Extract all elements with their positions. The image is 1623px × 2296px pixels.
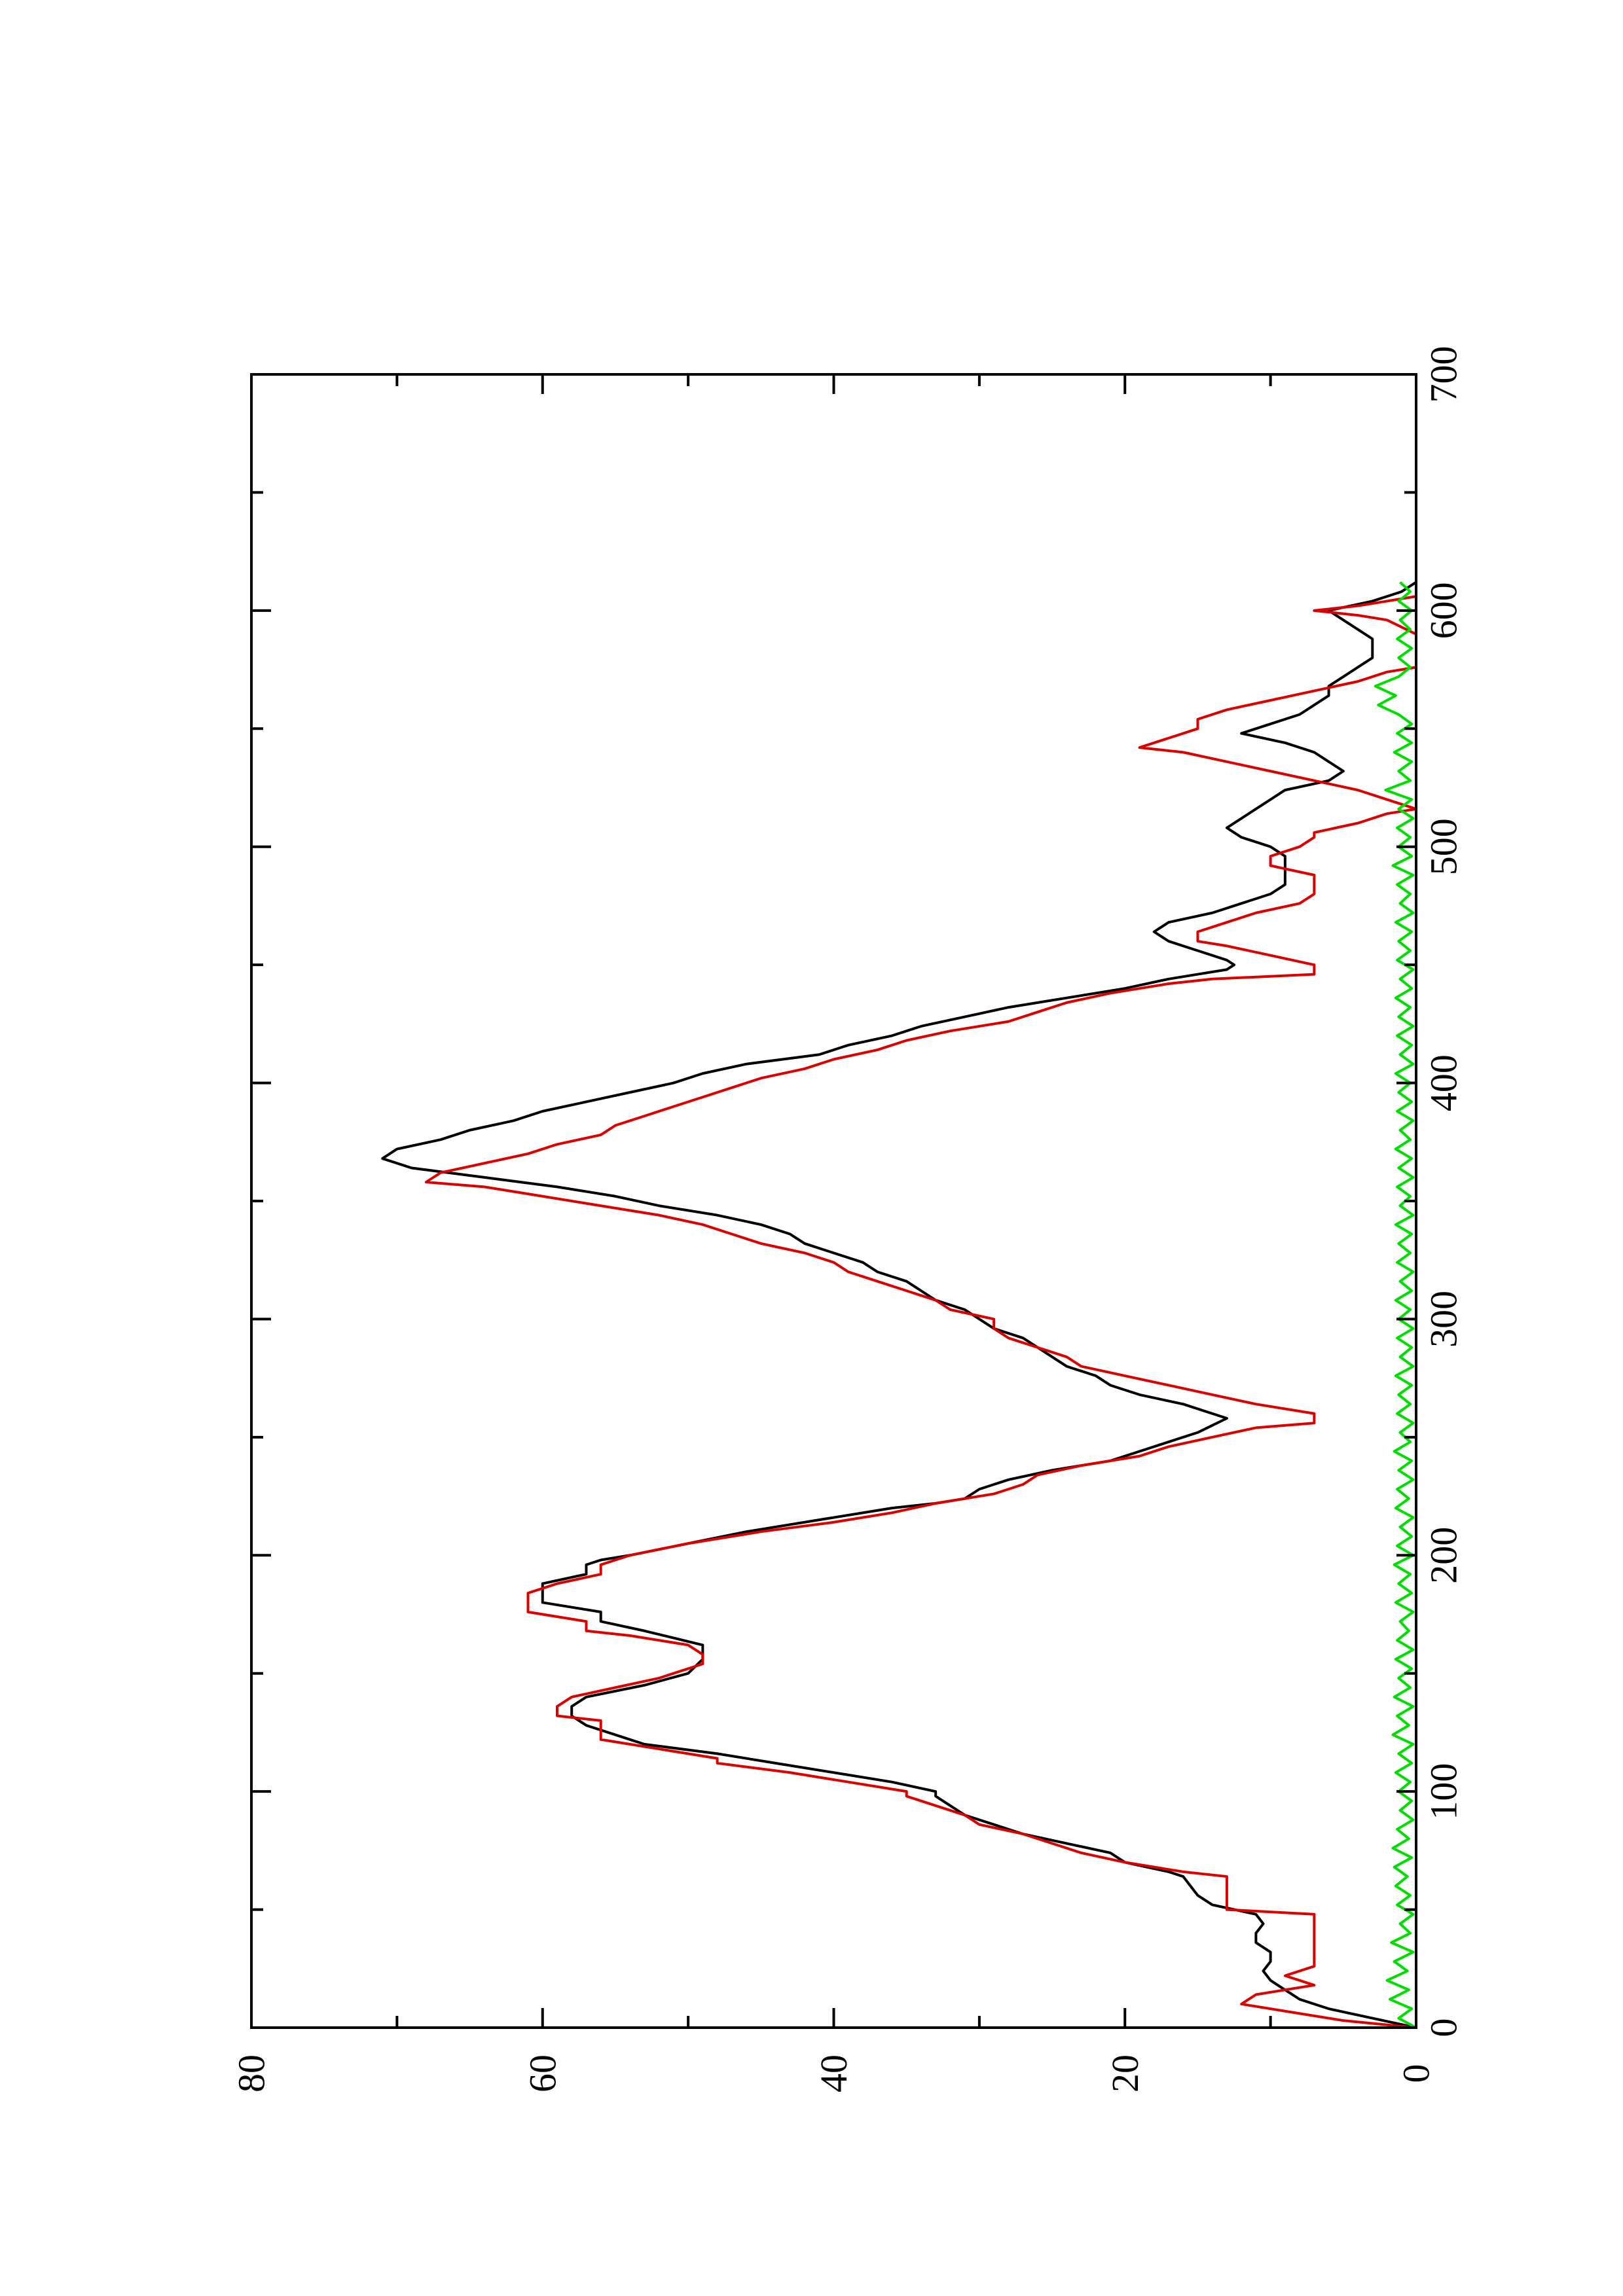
x-tick-label: 0 bbox=[1423, 2018, 1465, 2037]
y-tick-label: 0 bbox=[1395, 2064, 1438, 2083]
ticks-group bbox=[250, 373, 1417, 2029]
y-tick-label: 80 bbox=[230, 2054, 273, 2092]
x-tick-label: 100 bbox=[1423, 1763, 1465, 1820]
x-tick-label: 200 bbox=[1423, 1527, 1465, 1584]
x-tick-label: 700 bbox=[1423, 346, 1465, 403]
series-line-3 bbox=[1374, 581, 1417, 2029]
tick-labels-group: 0 100 200 300 400 500 600 700 0 20 40 60 80 bbox=[230, 346, 1465, 2093]
y-tick-label: 40 bbox=[812, 2054, 855, 2092]
x-tick-label: 300 bbox=[1423, 1291, 1465, 1348]
plot-area bbox=[381, 581, 1417, 2029]
series-line-2 bbox=[424, 582, 1417, 2029]
y-tick-label: 60 bbox=[521, 2054, 564, 2092]
y-tick-label: 20 bbox=[1104, 2054, 1146, 2092]
x-tick-label: 600 bbox=[1423, 582, 1465, 639]
x-tick-label: 400 bbox=[1423, 1054, 1465, 1111]
plot-frame bbox=[250, 373, 1417, 2029]
x-tick-label: 500 bbox=[1423, 818, 1465, 875]
series-line-1 bbox=[381, 581, 1417, 2029]
